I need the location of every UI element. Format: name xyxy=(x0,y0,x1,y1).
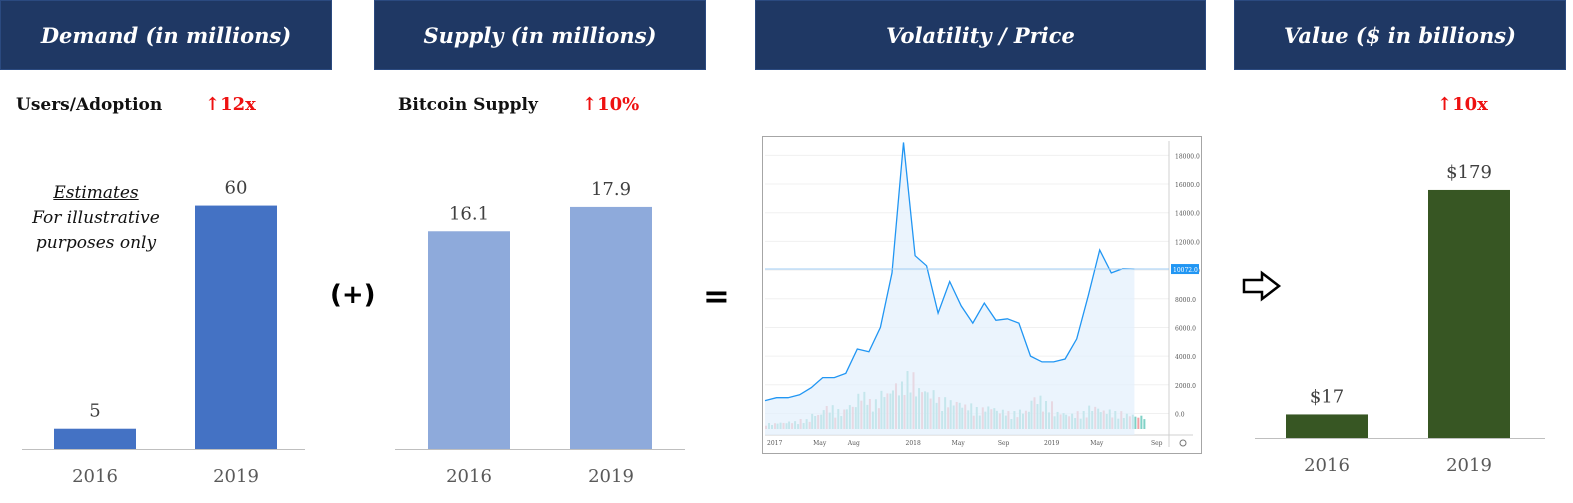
right-arrow-icon xyxy=(1242,270,1282,302)
x-tick-label: Aug xyxy=(847,440,860,447)
supply-change: ↑10% xyxy=(582,94,640,115)
value-change: ↑10x xyxy=(1437,94,1488,115)
note-line-1: Estimates xyxy=(53,183,139,203)
data-label-2016: $17 xyxy=(1310,386,1344,407)
y-tick-label: 18000.0 xyxy=(1175,153,1200,160)
equals-operator: = xyxy=(703,277,730,315)
value-header-label: Value ($ in billions) xyxy=(1284,22,1516,48)
x-tick-label: 2019 xyxy=(1044,440,1059,447)
category-label-2019: 2019 xyxy=(588,466,634,487)
x-tick-label: 2017 xyxy=(767,440,782,447)
volume-bar xyxy=(1137,417,1140,429)
x-tick-label: 2018 xyxy=(906,440,921,447)
y-tick-label: 6000.0 xyxy=(1175,325,1196,332)
note-line-3: purposes only xyxy=(35,233,157,253)
x-tick-label: May xyxy=(1090,440,1104,447)
data-label-2019: $179 xyxy=(1446,162,1492,183)
estimates-note: Estimates For illustrative purposes only xyxy=(16,181,176,256)
bar-2019 xyxy=(195,205,277,449)
bar-2019 xyxy=(1428,189,1510,438)
bar-2016 xyxy=(1286,414,1368,438)
demand-header-label: Demand (in millions) xyxy=(40,22,292,48)
supply-header: Supply (in millions) xyxy=(374,0,706,70)
volume-bar xyxy=(1134,416,1137,429)
price-area xyxy=(765,142,1135,435)
category-label-2016: 2016 xyxy=(446,466,492,487)
volume-bar xyxy=(1140,415,1143,429)
y-tick-label: 12000.0 xyxy=(1175,239,1200,246)
category-label-2019: 2019 xyxy=(213,466,259,487)
category-label-2016: 2016 xyxy=(1304,455,1350,476)
value-header: Value ($ in billions) xyxy=(1234,0,1566,70)
y-tick-label: 14000.0 xyxy=(1175,211,1200,218)
x-tick-label: May xyxy=(952,440,966,447)
supply-subtitle: Bitcoin Supply xyxy=(398,95,538,115)
last-price-badge xyxy=(1171,264,1199,275)
supply-bar-chart: 16.1 2016 17.9 2019 xyxy=(395,179,685,487)
demand-subtitle: Users/Adoption xyxy=(16,95,163,115)
demand-bar-chart: 5 2016 60 2019 xyxy=(22,178,305,487)
y-tick-label: 16000.0 xyxy=(1175,182,1200,189)
category-label-2016: 2016 xyxy=(72,466,118,487)
data-label-2019: 60 xyxy=(225,178,248,199)
bar-2019 xyxy=(570,206,652,449)
price-line-chart: 0.02000.04000.06000.08000.010000.012000.… xyxy=(764,141,1200,447)
y-tick-label: 0.0 xyxy=(1175,411,1185,418)
bar-2016 xyxy=(428,231,510,449)
gear-icon[interactable] xyxy=(1179,439,1187,447)
bar-2016 xyxy=(54,428,136,449)
volatility-header-label: Volatility / Price xyxy=(886,22,1075,48)
last-price-label: 10072.0 xyxy=(1173,267,1198,274)
data-label-2016: 16.1 xyxy=(449,203,489,224)
plus-operator: (+) xyxy=(330,280,376,310)
demand-header: Demand (in millions) xyxy=(0,0,332,70)
price-line xyxy=(764,142,1135,402)
x-tick-label: May xyxy=(813,440,827,447)
x-tick-label: Sep xyxy=(998,440,1010,447)
y-tick-label: 8000.0 xyxy=(1175,297,1196,304)
data-label-2019: 17.9 xyxy=(591,179,631,200)
value-bar-chart: $17 2016 $179 2019 xyxy=(1255,162,1545,476)
supply-header-label: Supply (in millions) xyxy=(423,22,657,48)
data-label-2016: 5 xyxy=(89,401,100,422)
note-line-2: For illustrative xyxy=(32,208,160,228)
price-chart-frame: 0.02000.04000.06000.08000.010000.012000.… xyxy=(762,136,1202,454)
volatility-header: Volatility / Price xyxy=(755,0,1206,70)
y-tick-label: 4000.0 xyxy=(1175,354,1196,361)
volume-bar xyxy=(1143,419,1146,429)
category-label-2019: 2019 xyxy=(1446,455,1492,476)
y-tick-label: 2000.0 xyxy=(1175,383,1196,390)
x-tick-label: Sep xyxy=(1151,440,1163,447)
demand-change: ↑12x xyxy=(205,94,256,115)
